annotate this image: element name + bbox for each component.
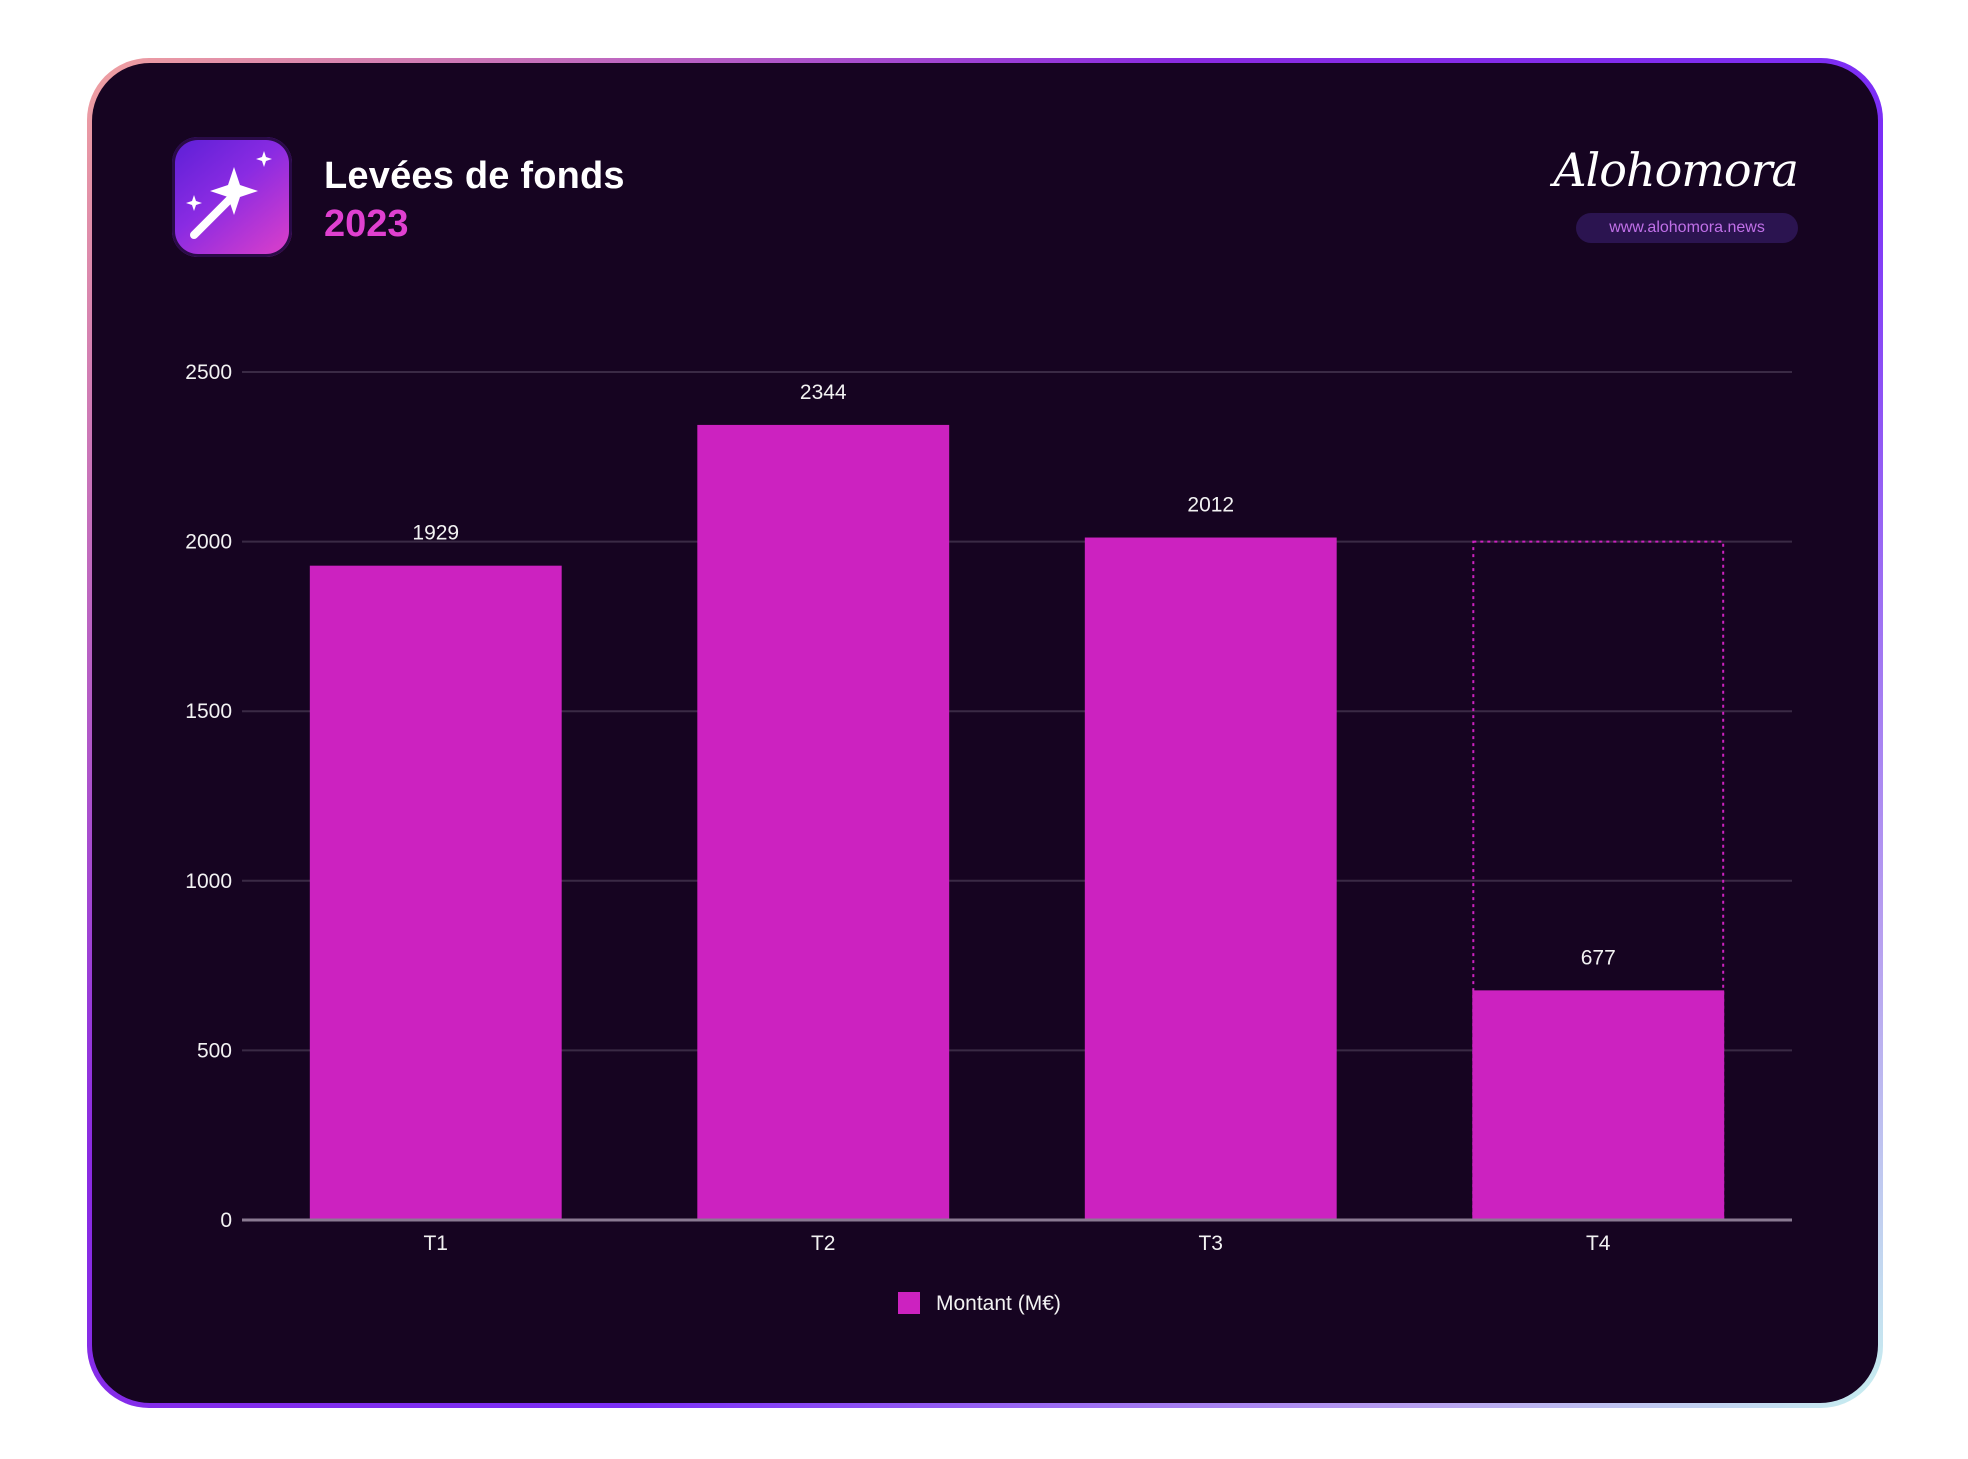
bar (309, 565, 562, 1220)
data-label: 2012 (1187, 494, 1234, 517)
bar (1084, 537, 1337, 1220)
x-tick-label: T2 (811, 1232, 836, 1255)
bar (1472, 990, 1725, 1220)
y-tick-label: 500 (197, 1039, 232, 1062)
legend-swatch (898, 1292, 920, 1314)
page-title: Levées de fonds (324, 155, 625, 197)
legend-label: Montant (M€) (936, 1292, 1061, 1315)
y-tick-label: 0 (220, 1209, 232, 1232)
brand-url-badge[interactable]: www.alohomora.news (1576, 213, 1798, 243)
data-label: 2344 (800, 381, 847, 404)
x-tick-label: T4 (1586, 1232, 1611, 1255)
bar (697, 424, 950, 1221)
x-tick-label: T1 (423, 1232, 448, 1255)
brand-logo: Alohomora (1553, 143, 1799, 197)
y-tick-label: 2000 (185, 531, 232, 554)
x-tick-label: T3 (1198, 1232, 1223, 1255)
magic-wand-icon (172, 137, 292, 257)
y-tick-label: 2500 (185, 361, 232, 384)
page-subtitle: 2023 (324, 203, 409, 245)
data-label: 1929 (412, 522, 459, 545)
y-tick-label: 1000 (185, 870, 232, 893)
projection-outline (1472, 540, 1725, 1221)
data-label: 677 (1581, 946, 1616, 969)
y-tick-label: 1500 (185, 700, 232, 723)
